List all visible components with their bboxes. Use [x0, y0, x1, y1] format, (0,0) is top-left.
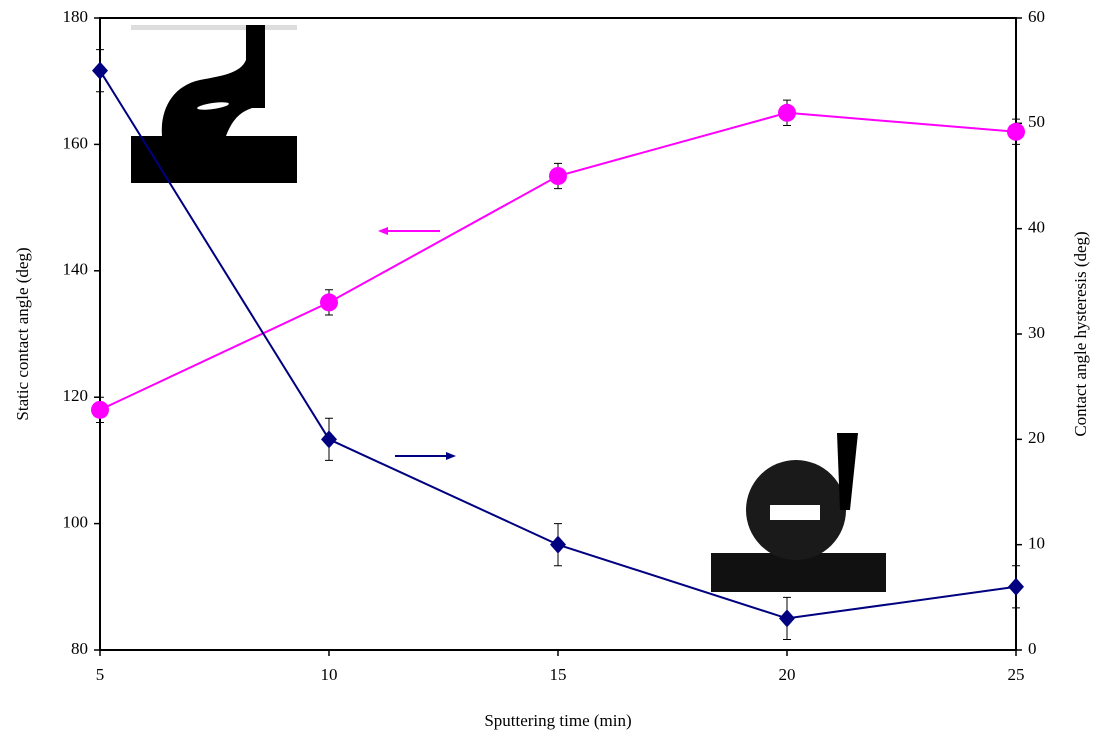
y2-tick-label: 10	[1028, 534, 1045, 553]
y2-tick-label: 50	[1028, 112, 1045, 131]
arrow-head	[446, 452, 456, 460]
y2-tick-label: 40	[1028, 218, 1045, 237]
marker	[779, 609, 795, 627]
y-tick-label: 120	[63, 386, 89, 405]
chart: Sputtering time (min) Static contact ang…	[0, 0, 1104, 742]
marker	[1008, 578, 1024, 596]
y2-axis-title: Contact angle hysteresis (deg)	[1071, 231, 1090, 436]
y-tick-label: 160	[63, 133, 89, 152]
y2-tick-label: 20	[1028, 428, 1045, 447]
x-tick-label: 15	[550, 665, 567, 684]
arrow-head	[378, 227, 388, 235]
inset-photo	[711, 433, 886, 592]
marker	[321, 430, 337, 448]
marker	[549, 167, 567, 185]
y-tick-label: 100	[63, 513, 89, 532]
marker	[320, 293, 338, 311]
marker	[92, 62, 108, 80]
y2-tick-label: 60	[1028, 7, 1045, 26]
marker	[550, 536, 566, 554]
marker	[91, 401, 109, 419]
y-axis-title: Static contact angle (deg)	[13, 247, 32, 420]
x-axis-title: Sputtering time (min)	[484, 711, 631, 730]
x-tick-label: 10	[321, 665, 338, 684]
y-tick-label: 180	[63, 7, 89, 26]
x-tick-label: 5	[96, 665, 105, 684]
y2-tick-label: 30	[1028, 323, 1045, 342]
marker	[1007, 123, 1025, 141]
x-tick-label: 25	[1008, 665, 1025, 684]
marker	[778, 104, 796, 122]
y2-tick-label: 0	[1028, 639, 1037, 658]
y-tick-label: 80	[71, 639, 88, 658]
y-tick-label: 140	[63, 260, 89, 279]
x-tick-label: 20	[779, 665, 796, 684]
